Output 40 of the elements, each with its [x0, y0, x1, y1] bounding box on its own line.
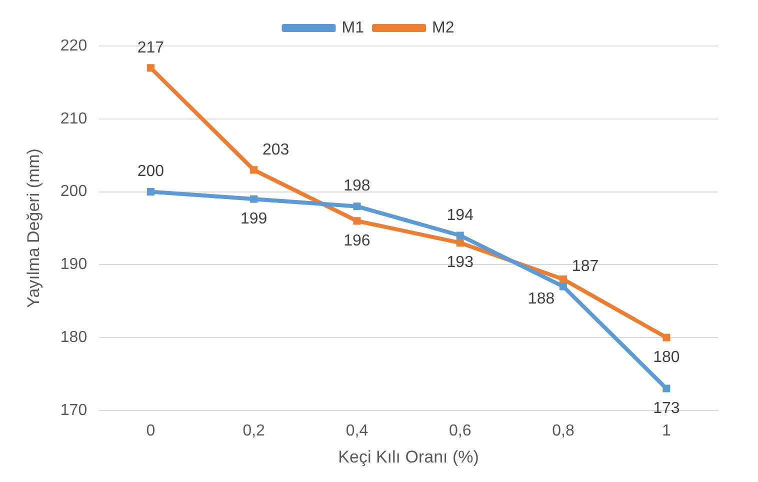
data-label: 180 [653, 348, 680, 366]
data-label: 200 [137, 163, 164, 180]
point [662, 384, 670, 392]
data-label: 194 [446, 206, 474, 224]
legend-label: M2 [432, 19, 454, 36]
x-tick-label: 1 [662, 422, 671, 440]
data-label: 203 [262, 141, 290, 158]
point [353, 202, 361, 210]
point [456, 239, 464, 247]
point [560, 275, 568, 283]
data-label: 187 [572, 258, 599, 275]
point [146, 64, 154, 72]
data-label: 173 [653, 400, 680, 417]
point [662, 334, 670, 342]
y-tick-label: 220 [60, 37, 88, 54]
data-label: 196 [344, 232, 370, 250]
y-tick-label: 200 [60, 183, 88, 200]
data-label: 199 [240, 210, 268, 228]
x-tick-label: 0,4 [346, 422, 368, 440]
y-tick-label: 190 [60, 256, 88, 274]
y-tick-label: 180 [60, 328, 88, 346]
x-tick-label: 0,8 [552, 422, 574, 440]
point [353, 217, 361, 225]
data-label: 198 [344, 178, 370, 195]
point [250, 195, 258, 203]
legend-label: M1 [342, 19, 364, 36]
data-label: 217 [137, 39, 164, 56]
point [250, 166, 258, 174]
y-axis-title: Yayılma Değeri (mm) [24, 148, 43, 308]
y-tick-label: 170 [60, 402, 88, 419]
point [146, 188, 154, 196]
data-label: 188 [528, 290, 555, 308]
point [560, 282, 568, 290]
data-label: 193 [446, 254, 474, 272]
y-tick-label: 210 [60, 110, 88, 128]
x-tick-label: 0,2 [242, 422, 266, 440]
x-tick-label: 0,6 [449, 422, 472, 440]
point [456, 232, 464, 240]
x-axis-title: Keçi Kılı Oranı (%) [338, 447, 479, 466]
x-tick-label: 0 [146, 422, 156, 440]
